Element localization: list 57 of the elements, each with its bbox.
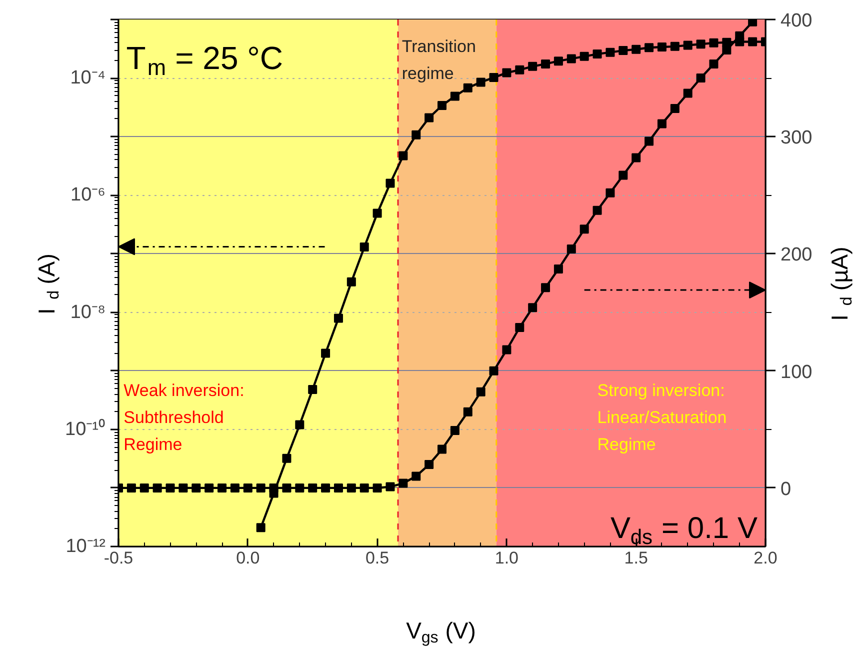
point xyxy=(657,42,666,52)
point xyxy=(709,38,718,48)
y-tick-label: 10⁻⁶ xyxy=(70,184,106,206)
point xyxy=(346,277,356,286)
point xyxy=(541,59,550,68)
y2-tick-label: 100 xyxy=(780,362,812,383)
y2-tick-label: 200 xyxy=(780,244,812,266)
point xyxy=(502,68,512,78)
point xyxy=(606,48,615,57)
y-tick-label: 10⁻¹⁰ xyxy=(65,418,106,440)
point xyxy=(670,42,680,51)
point xyxy=(580,52,589,61)
band-label: Weak inversion: Subthreshold Regime xyxy=(124,381,244,454)
point xyxy=(566,54,576,64)
point xyxy=(282,454,292,463)
y2-tick-label: 400 xyxy=(780,10,812,32)
point xyxy=(515,65,524,74)
point xyxy=(438,100,446,110)
point xyxy=(489,73,498,82)
y-axis-title: Id (A) xyxy=(34,254,62,314)
y2-tick-label: 0 xyxy=(780,478,792,500)
point xyxy=(398,151,408,160)
point xyxy=(256,523,266,532)
point xyxy=(644,43,654,52)
point xyxy=(321,348,330,358)
point xyxy=(463,83,472,92)
point xyxy=(618,46,628,56)
x-tick-label: -0.5 xyxy=(104,548,134,568)
point xyxy=(450,92,460,101)
point xyxy=(528,62,538,71)
x-tick-label: 0.0 xyxy=(236,548,260,568)
point xyxy=(308,385,318,394)
x-tick-label: 0.5 xyxy=(365,548,390,568)
band-label: Transition regime xyxy=(402,36,476,83)
y-tick-label: 10⁻⁴ xyxy=(70,68,106,89)
y-tick-label: 10⁻¹² xyxy=(66,536,106,557)
point xyxy=(412,130,421,140)
point xyxy=(295,420,304,430)
y-tick-label: 10⁻⁸ xyxy=(70,302,106,323)
point xyxy=(683,40,692,50)
point xyxy=(424,113,434,122)
point xyxy=(748,37,758,46)
point xyxy=(592,50,602,59)
point xyxy=(632,44,641,54)
x-tick-label: 1.5 xyxy=(624,548,648,568)
band-label: Strong inversion: Linear/Saturation Regime xyxy=(597,381,727,454)
point xyxy=(554,56,563,66)
y2-axis-title: Id (µA) xyxy=(826,246,856,321)
x-tick-label: 1.0 xyxy=(494,548,519,568)
point xyxy=(476,78,486,87)
y2-tick-label: 300 xyxy=(780,128,812,149)
point xyxy=(334,314,343,323)
point xyxy=(386,178,395,188)
x-tick-label: 2.0 xyxy=(754,548,778,568)
point xyxy=(372,208,382,218)
point xyxy=(696,40,706,49)
point xyxy=(360,242,369,252)
